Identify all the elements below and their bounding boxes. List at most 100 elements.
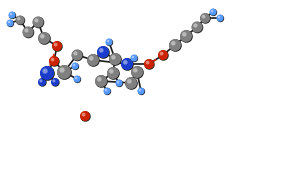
Circle shape: [49, 56, 59, 66]
Circle shape: [16, 15, 25, 25]
Circle shape: [52, 41, 63, 52]
Circle shape: [107, 67, 119, 79]
Circle shape: [146, 61, 150, 64]
Circle shape: [132, 56, 134, 58]
Circle shape: [125, 77, 138, 90]
Circle shape: [210, 9, 217, 16]
Circle shape: [158, 50, 169, 61]
Circle shape: [9, 12, 16, 19]
Circle shape: [33, 16, 43, 28]
Circle shape: [42, 68, 48, 74]
Circle shape: [171, 41, 176, 46]
Circle shape: [38, 32, 50, 44]
Circle shape: [38, 78, 47, 87]
Circle shape: [40, 34, 45, 39]
Circle shape: [8, 21, 10, 23]
Circle shape: [38, 78, 46, 86]
Circle shape: [216, 15, 223, 22]
Circle shape: [210, 9, 216, 15]
Circle shape: [10, 13, 12, 15]
Circle shape: [202, 15, 205, 19]
Circle shape: [169, 39, 182, 52]
Circle shape: [107, 67, 120, 80]
Circle shape: [51, 58, 54, 61]
Circle shape: [218, 16, 220, 18]
Circle shape: [95, 75, 108, 88]
Circle shape: [121, 58, 133, 70]
Circle shape: [33, 17, 44, 28]
Circle shape: [180, 30, 192, 42]
Circle shape: [73, 64, 75, 66]
Circle shape: [97, 77, 102, 82]
Circle shape: [180, 30, 193, 43]
Circle shape: [51, 78, 59, 86]
Circle shape: [193, 23, 198, 28]
Circle shape: [16, 16, 25, 25]
Circle shape: [121, 58, 134, 71]
Circle shape: [97, 46, 110, 59]
Circle shape: [52, 41, 62, 51]
Circle shape: [138, 88, 145, 95]
Circle shape: [60, 67, 65, 73]
Circle shape: [73, 51, 77, 56]
Circle shape: [22, 26, 33, 37]
Circle shape: [133, 68, 138, 73]
Circle shape: [80, 111, 90, 121]
Circle shape: [144, 59, 155, 70]
Circle shape: [169, 39, 181, 51]
Circle shape: [72, 50, 83, 61]
Circle shape: [40, 66, 55, 81]
Circle shape: [158, 50, 168, 60]
Circle shape: [131, 66, 143, 78]
Circle shape: [74, 76, 81, 83]
Circle shape: [75, 77, 77, 79]
Circle shape: [144, 59, 154, 69]
Circle shape: [82, 113, 86, 116]
Circle shape: [25, 28, 28, 33]
Circle shape: [17, 17, 20, 20]
Circle shape: [116, 80, 123, 87]
Circle shape: [123, 60, 128, 65]
Circle shape: [182, 32, 187, 37]
Circle shape: [125, 77, 137, 89]
Circle shape: [97, 46, 109, 58]
Circle shape: [115, 80, 123, 87]
Circle shape: [217, 15, 224, 22]
Circle shape: [160, 52, 164, 56]
Circle shape: [51, 78, 60, 87]
Circle shape: [23, 27, 34, 38]
Circle shape: [211, 10, 213, 12]
Circle shape: [109, 53, 122, 66]
Circle shape: [52, 79, 55, 82]
Circle shape: [138, 88, 144, 94]
Circle shape: [7, 20, 14, 27]
Circle shape: [74, 75, 80, 83]
Circle shape: [95, 75, 107, 87]
Circle shape: [191, 22, 202, 33]
Circle shape: [139, 89, 141, 91]
Circle shape: [131, 55, 138, 62]
Circle shape: [104, 88, 111, 95]
Circle shape: [200, 13, 210, 23]
Circle shape: [103, 88, 111, 94]
Circle shape: [40, 66, 54, 80]
Circle shape: [7, 19, 13, 26]
Circle shape: [39, 79, 42, 82]
Circle shape: [106, 39, 112, 46]
Circle shape: [89, 56, 94, 61]
Circle shape: [200, 13, 211, 24]
Circle shape: [109, 69, 114, 74]
Circle shape: [131, 66, 144, 79]
Circle shape: [111, 55, 116, 60]
Circle shape: [130, 54, 138, 61]
Circle shape: [99, 48, 103, 53]
Circle shape: [87, 54, 100, 67]
Circle shape: [71, 63, 79, 70]
Circle shape: [105, 89, 107, 91]
Circle shape: [106, 39, 113, 46]
Circle shape: [34, 18, 39, 22]
Circle shape: [54, 43, 57, 46]
Circle shape: [117, 81, 119, 83]
Circle shape: [87, 54, 99, 66]
Circle shape: [57, 65, 71, 79]
